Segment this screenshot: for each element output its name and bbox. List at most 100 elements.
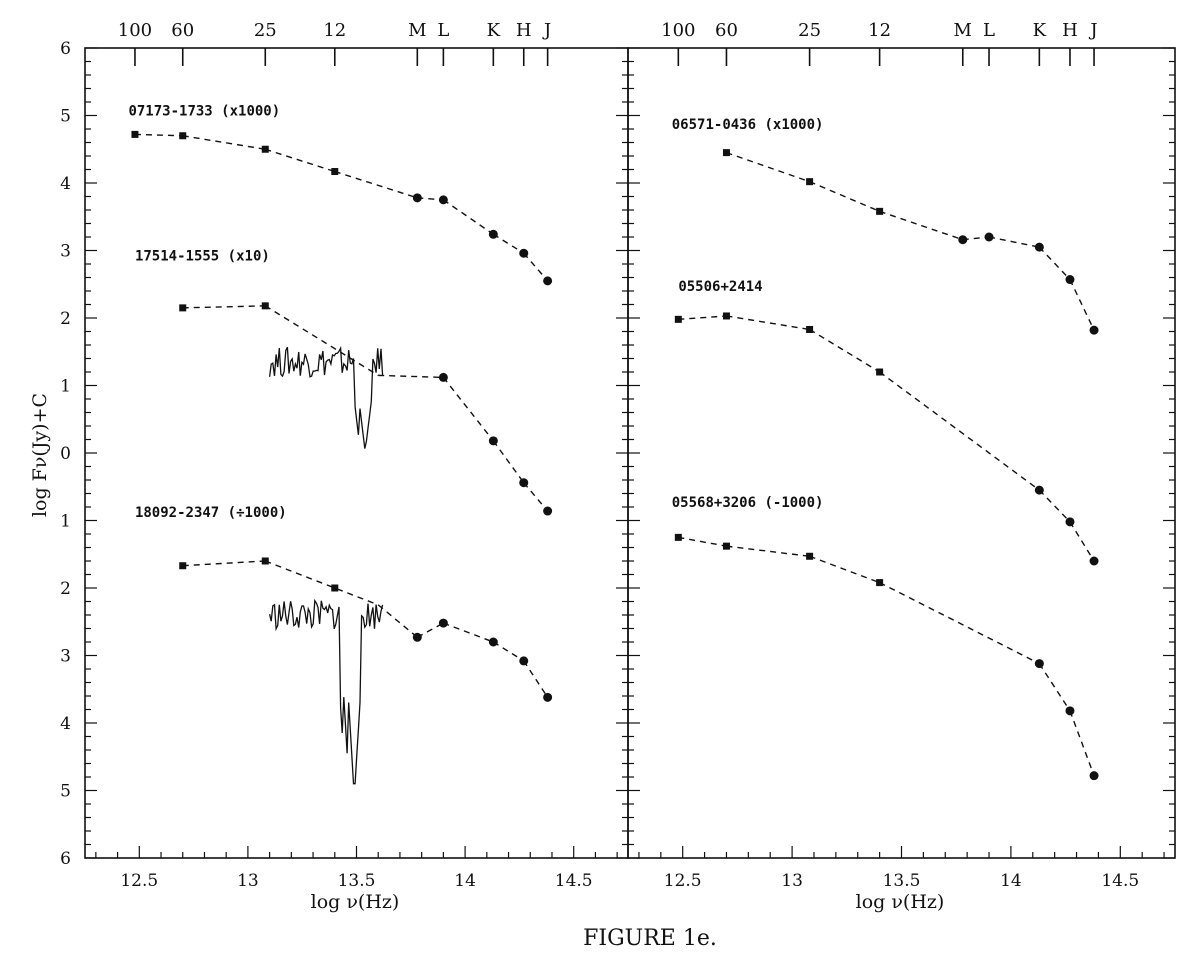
top-band-label: 12 — [868, 20, 891, 41]
data-point-square — [806, 552, 814, 560]
dashed-segment — [264, 305, 379, 376]
dashed-segment — [726, 151, 810, 183]
dashed-segment — [377, 604, 418, 638]
data-point-square — [331, 584, 339, 592]
dashed-segment — [182, 305, 266, 309]
data-point-circle — [1089, 556, 1099, 566]
y-tick-label: 5 — [60, 107, 71, 127]
series-left-0: 07173-1733 (x1000) — [128, 104, 553, 286]
series-right-1: 05506+2414 — [674, 279, 1099, 566]
series-right-0: 06571-0436 (x1000) — [672, 117, 1099, 335]
y-tick-label: 0 — [60, 444, 71, 464]
x-tick-label: 13 — [237, 871, 259, 891]
dashed-segment — [988, 236, 1040, 248]
dashed-segment — [879, 581, 1040, 665]
dashed-segment — [182, 135, 266, 150]
x-tick-label: 12.5 — [664, 871, 702, 891]
top-band-label: M — [408, 20, 426, 41]
top-band-label: 12 — [323, 20, 346, 41]
data-point-circle — [412, 193, 422, 203]
data-point-circle — [488, 229, 498, 239]
data-point-circle — [412, 632, 422, 642]
dashed-segment — [443, 622, 494, 643]
right-panel: 12.5 13 13.5 14 14.5 100 60 25 12 M L K H J 06571-0436… — [627, 20, 1176, 891]
plot-frame-left — [84, 47, 629, 859]
series-label: 17514-1555 (x10) — [135, 249, 270, 265]
data-point-square — [674, 315, 682, 323]
top-band-label: L — [983, 20, 995, 41]
x-tick-label: 13.5 — [338, 871, 376, 891]
series-right-2: 05568+3206 (-1000) — [672, 495, 1099, 781]
series-label: 07173-1733 (x1000) — [128, 104, 280, 120]
y-axis-title: log Fν(Jy)+C — [29, 393, 51, 517]
dashed-segment — [134, 133, 183, 137]
data-point-square — [131, 130, 139, 138]
x-axis-title-left: log ν(Hz) — [311, 891, 400, 913]
dashed-segment — [523, 482, 549, 512]
dashed-segment — [1038, 246, 1071, 281]
top-band-label: 60 — [171, 20, 194, 41]
data-point-square — [722, 149, 730, 157]
x-tick-label: 13.5 — [883, 871, 921, 891]
top-band-label: 25 — [798, 20, 821, 41]
dashed-segment — [1069, 710, 1095, 776]
x-tick-label: 14 — [1000, 871, 1022, 891]
data-point-square — [722, 542, 730, 550]
y-tick-label: 6 — [60, 39, 71, 59]
x-axis-title-right: log ν(Hz) — [856, 891, 945, 913]
dashed-segment — [523, 252, 549, 282]
dashed-segment — [726, 315, 810, 331]
data-point-circle — [519, 248, 529, 258]
dashed-segment — [182, 560, 266, 567]
top-band-label: 100 — [661, 20, 695, 41]
data-point-circle — [438, 195, 448, 205]
dashed-segment — [726, 545, 810, 557]
dashed-segment — [492, 440, 525, 484]
series-left-1: 17514-1555 (x10) — [135, 249, 553, 516]
y-tick-label: 5 — [60, 782, 71, 802]
data-point-circle — [1065, 706, 1075, 716]
x-tick-label: 14.5 — [1101, 871, 1139, 891]
dashed-segment — [678, 536, 727, 547]
data-point-circle — [438, 618, 448, 628]
series-label: 05568+3206 (-1000) — [672, 495, 824, 511]
y-tick-label: 1 — [60, 377, 71, 397]
data-point-circle — [1034, 659, 1044, 669]
x-tick-label: 14 — [454, 871, 476, 891]
data-point-circle — [519, 478, 529, 488]
data-point-square — [261, 145, 269, 153]
data-point-square — [876, 207, 884, 215]
y-tick-label: 3 — [60, 242, 71, 262]
dashed-segment — [492, 233, 525, 254]
data-point-square — [876, 579, 884, 587]
data-point-circle — [543, 506, 553, 516]
top-band-label: J — [1088, 20, 1097, 41]
spectrum-line — [268, 598, 384, 785]
y-tick-label: 1 — [60, 512, 71, 532]
data-point-circle — [488, 637, 498, 647]
y-tick-label: 4 — [60, 174, 71, 194]
series-left-2: 18092-2347 (÷1000) — [135, 505, 553, 785]
x-tick-label: 12.5 — [120, 871, 158, 891]
data-point-circle — [1089, 771, 1099, 781]
data-point-square — [806, 325, 814, 333]
series-label: 18092-2347 (÷1000) — [135, 505, 287, 521]
data-point-circle — [519, 656, 529, 666]
dashed-segment — [1069, 279, 1095, 331]
dashed-segment — [442, 199, 494, 235]
dashed-segment — [809, 328, 880, 373]
data-point-square — [331, 168, 339, 176]
data-point-square — [674, 533, 682, 541]
y-tick-label: 6 — [60, 849, 71, 869]
top-band-label: J — [542, 20, 551, 41]
top-band-label: L — [437, 20, 449, 41]
y-tick-label: 3 — [60, 647, 71, 667]
data-point-square — [261, 557, 269, 565]
top-band-label: H — [516, 20, 532, 41]
x-tick-label: 14.5 — [555, 871, 593, 891]
series-label: 05506+2414 — [678, 279, 762, 295]
top-band-label: 25 — [254, 20, 277, 41]
dashed-segment — [523, 660, 549, 698]
data-point-circle — [1065, 517, 1075, 527]
y-tick-label: 2 — [60, 579, 71, 599]
